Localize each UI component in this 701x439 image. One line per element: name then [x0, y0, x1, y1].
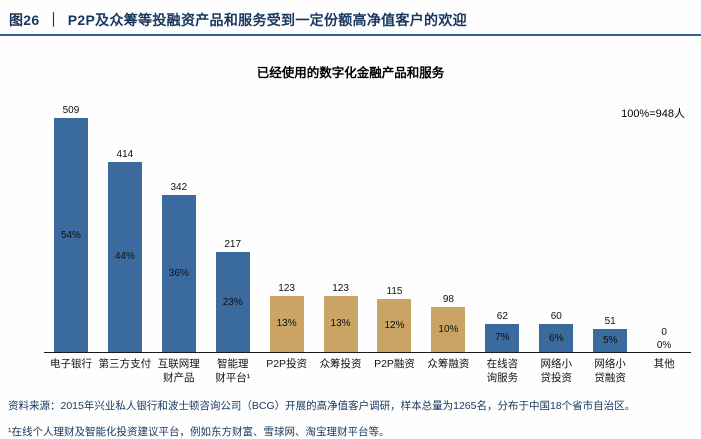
plot-area: 509 54% 414 44% 342 36% 217 23% 123 13% 123 13% 115 1…: [44, 105, 691, 353]
bar-column: 98 10%: [421, 294, 475, 352]
bar: 23%: [215, 252, 250, 352]
x-axis-label: 在线咨 询服务: [486, 358, 519, 384]
x-axis-label: 众筹融资: [427, 358, 470, 370]
bar: 7%: [485, 323, 520, 352]
bar-column: 123 13%: [260, 282, 314, 352]
x-axis-label: P2P融资: [374, 358, 415, 370]
bar-chart: 509 54% 414 44% 342 36% 217 23% 123 13% 123 13% 115 1…: [44, 105, 691, 385]
x-axis-label: 网络小 贷融资: [594, 358, 626, 384]
bar: 10%: [431, 306, 466, 352]
bar-column: 509 54%: [44, 105, 98, 352]
footnote: ¹在线个人理财及智能化投资建议平台，例如东方财富、雪球网、淘宝理财平台等。: [8, 426, 390, 438]
bar-value-label: 51: [604, 315, 616, 327]
x-axis-label: 电子银行: [49, 358, 92, 370]
sample-size-note: 100%=948人: [621, 108, 685, 120]
figure-header: 图26 ｜ P2P及众筹等投融资产品和服务受到一定份额高净值客户的欢迎: [9, 10, 693, 30]
bar-percent-label: 44%: [114, 251, 135, 263]
bar-percent-label: 5%: [602, 334, 618, 346]
bar-value-label: 123: [278, 282, 295, 294]
x-axis-label: 其他: [653, 358, 675, 370]
bar-percent-label: 54%: [60, 229, 81, 241]
bar-percent-label: 23%: [222, 296, 243, 308]
x-axis-label: 智能理 财平台¹: [215, 358, 251, 384]
bar-percent-label: 12%: [384, 320, 405, 332]
bar-percent-label: 0%: [656, 340, 672, 351]
x-axis-label: 第三方支付: [98, 358, 152, 370]
bar-value-label: 60: [550, 311, 562, 323]
bar: 13%: [323, 295, 358, 352]
bar-percent-label: 36%: [168, 267, 189, 279]
bar-percent-label: 7%: [495, 332, 510, 344]
bar-column: 0 0%: [637, 327, 691, 352]
bar-column: 62 7%: [475, 310, 529, 352]
bar-column: 51 5%: [583, 316, 637, 352]
bar-value-label: 62: [496, 310, 508, 322]
x-axis-label: 网络小 贷投资: [540, 358, 573, 384]
bar-value-label: 115: [386, 286, 403, 298]
x-axis-label: 互联网理 财产品: [157, 358, 200, 384]
bar-percent-label: 13%: [330, 318, 351, 330]
bar-percent-label: 6%: [549, 332, 564, 344]
bar-percent-label: 10%: [438, 323, 459, 335]
bar: 36%: [161, 194, 196, 352]
bar-value-label: 98: [442, 293, 454, 305]
bar-value-label: 342: [170, 181, 188, 193]
bar-value-label: 414: [116, 148, 134, 160]
bar-column: 217 23%: [206, 239, 260, 352]
bar-column: 342 36%: [152, 182, 206, 352]
bar: 44%: [107, 161, 142, 352]
x-axis-labels: 电子银行 第三方支付 互联网理 财产品 智能理 财平台¹ P2P投资 众筹投资 P2P融资众…: [44, 358, 691, 385]
bar-value-label: 509: [62, 105, 80, 116]
figure-number: 图26: [9, 12, 40, 28]
bar: 12%: [377, 299, 412, 352]
source-note: 资料来源：2015年兴业私人银行和波士顿咨询公司（BCG）开展的高净值客户调研，…: [8, 400, 636, 412]
x-axis-label: P2P投资: [266, 358, 308, 370]
bar: 5%: [593, 328, 628, 352]
x-axis-label: 众筹投资: [319, 358, 362, 370]
bar-column: 123 13%: [314, 282, 368, 352]
bar-column: 414 44%: [98, 149, 152, 352]
bar-value-label: 217: [224, 239, 242, 251]
figure-title: P2P及众筹等投融资产品和服务受到一定份额高净值客户的欢迎: [67, 12, 467, 28]
bar-column: 115 12%: [368, 286, 422, 352]
bar: 6%: [539, 324, 574, 352]
bar: 13%: [269, 295, 304, 352]
bar-column: 60 6%: [529, 311, 583, 352]
bar-percent-label: 13%: [276, 318, 297, 330]
bar-value-label: 123: [332, 282, 349, 294]
bar-value-label: 0: [661, 327, 667, 338]
header-rule: [0, 34, 701, 36]
chart-title: 已经使用的数字化金融产品和服务: [256, 66, 445, 80]
header-separator: ｜: [46, 12, 61, 28]
bar: 54%: [53, 118, 88, 352]
